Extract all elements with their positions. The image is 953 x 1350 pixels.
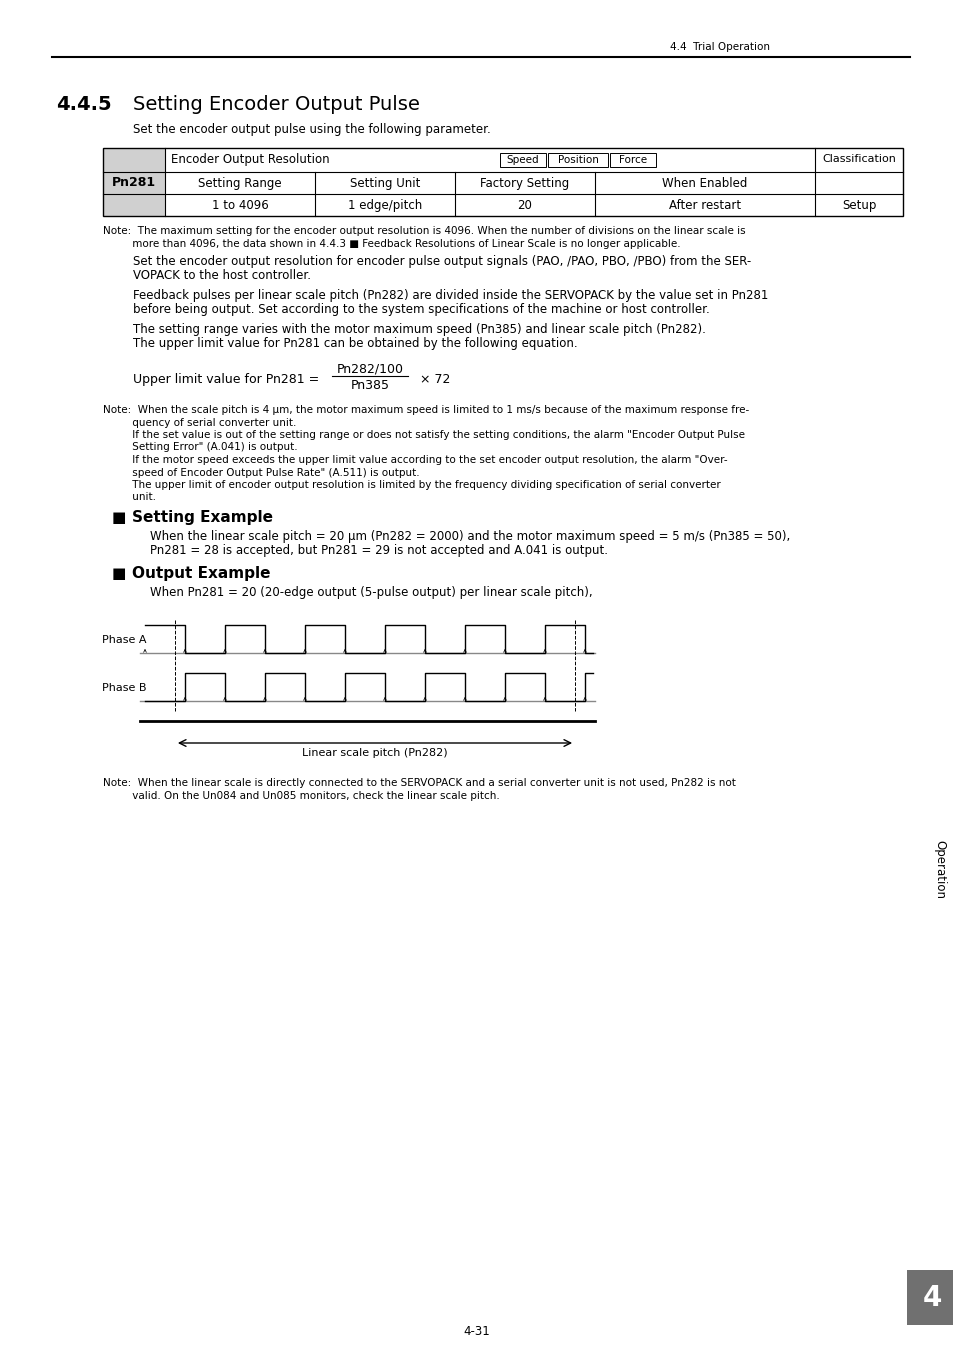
Text: Note:  When the linear scale is directly connected to the SERVOPACK and a serial: Note: When the linear scale is directly … — [103, 778, 735, 788]
Text: more than 4096, the data shown in 4.4.3 ■ Feedback Resolutions of Linear Scale i: more than 4096, the data shown in 4.4.3 … — [103, 239, 679, 248]
Text: 4-31: 4-31 — [463, 1324, 490, 1338]
Bar — [499, 153, 545, 167]
Text: Linear scale pitch (Pn282): Linear scale pitch (Pn282) — [302, 748, 447, 757]
Text: Phase A: Phase A — [102, 634, 147, 645]
Text: Setting Error" (A.041) is output.: Setting Error" (A.041) is output. — [103, 443, 297, 452]
Bar — [906, 1270, 953, 1324]
Text: Setup: Setup — [841, 198, 875, 212]
Text: Position: Position — [557, 155, 598, 165]
Text: After restart: After restart — [668, 198, 740, 212]
Text: Force: Force — [618, 155, 646, 165]
Text: Set the encoder output pulse using the following parameter.: Set the encoder output pulse using the f… — [132, 123, 490, 136]
Text: Setting Encoder Output Pulse: Setting Encoder Output Pulse — [132, 95, 419, 113]
Text: 1 edge/pitch: 1 edge/pitch — [348, 198, 421, 212]
Text: speed of Encoder Output Pulse Rate" (A.511) is output.: speed of Encoder Output Pulse Rate" (A.5… — [103, 467, 419, 478]
Text: The upper limit value for Pn281 can be obtained by the following equation.: The upper limit value for Pn281 can be o… — [132, 338, 577, 350]
Text: before being output. Set according to the system specifications of the machine o: before being output. Set according to th… — [132, 302, 709, 316]
Text: If the motor speed exceeds the upper limit value according to the set encoder ou: If the motor speed exceeds the upper lim… — [103, 455, 727, 464]
Text: Encoder Output Resolution: Encoder Output Resolution — [171, 153, 330, 166]
Text: valid. On the Un084 and Un085 monitors, check the linear scale pitch.: valid. On the Un084 and Un085 monitors, … — [103, 791, 499, 801]
Text: 4.4.5: 4.4.5 — [56, 95, 112, 113]
Text: Upper limit value for Pn281 =: Upper limit value for Pn281 = — [132, 373, 319, 386]
Bar — [103, 148, 165, 216]
Text: quency of serial converter unit.: quency of serial converter unit. — [103, 417, 296, 428]
Text: When Enabled: When Enabled — [661, 177, 747, 190]
Text: Setting Unit: Setting Unit — [350, 177, 419, 190]
Text: Setting Range: Setting Range — [198, 177, 281, 190]
Text: Speed: Speed — [506, 155, 538, 165]
Text: The upper limit of encoder output resolution is limited by the frequency dividin: The upper limit of encoder output resolu… — [103, 481, 720, 490]
Text: Note:  When the scale pitch is 4 μm, the motor maximum speed is limited to 1 ms/: Note: When the scale pitch is 4 μm, the … — [103, 405, 748, 414]
Text: If the set value is out of the setting range or does not satisfy the setting con: If the set value is out of the setting r… — [103, 431, 744, 440]
Text: unit.: unit. — [103, 493, 156, 502]
Text: VOPACK to the host controller.: VOPACK to the host controller. — [132, 269, 311, 282]
Text: Note:  The maximum setting for the encoder output resolution is 4096. When the n: Note: The maximum setting for the encode… — [103, 225, 745, 236]
Text: Feedback pulses per linear scale pitch (Pn282) are divided inside the SERVOPACK : Feedback pulses per linear scale pitch (… — [132, 289, 767, 302]
Text: When Pn281 = 20 (20-edge output (5-pulse output) per linear scale pitch),: When Pn281 = 20 (20-edge output (5-pulse… — [150, 586, 592, 599]
Text: Operation: Operation — [933, 841, 945, 899]
Text: The setting range varies with the motor maximum speed (Pn385) and linear scale p: The setting range varies with the motor … — [132, 323, 705, 336]
Text: 4: 4 — [922, 1284, 941, 1311]
Text: Pn385: Pn385 — [350, 379, 389, 391]
Text: Classification: Classification — [821, 154, 895, 163]
Text: 20: 20 — [517, 198, 532, 212]
Text: Phase B: Phase B — [102, 683, 147, 693]
Text: × 72: × 72 — [419, 373, 450, 386]
Text: Pn281: Pn281 — [112, 176, 156, 189]
Bar — [547, 153, 607, 167]
Text: Pn281 = 28 is accepted, but Pn281 = 29 is not accepted and A.041 is output.: Pn281 = 28 is accepted, but Pn281 = 29 i… — [150, 544, 607, 558]
Bar — [609, 153, 656, 167]
Text: 4.4  Trial Operation: 4.4 Trial Operation — [669, 42, 769, 53]
Text: ■: ■ — [112, 566, 126, 580]
Text: When the linear scale pitch = 20 μm (Pn282 = 2000) and the motor maximum speed =: When the linear scale pitch = 20 μm (Pn2… — [150, 531, 789, 543]
Bar — [103, 148, 902, 216]
Text: Set the encoder output resolution for encoder pulse output signals (PAO, /PAO, P: Set the encoder output resolution for en… — [132, 255, 750, 269]
Text: ■: ■ — [112, 510, 126, 525]
Text: Pn282/100: Pn282/100 — [336, 363, 403, 377]
Text: Setting Example: Setting Example — [132, 510, 273, 525]
Text: 1 to 4096: 1 to 4096 — [212, 198, 268, 212]
Text: Factory Setting: Factory Setting — [480, 177, 569, 190]
Text: Output Example: Output Example — [132, 566, 271, 580]
